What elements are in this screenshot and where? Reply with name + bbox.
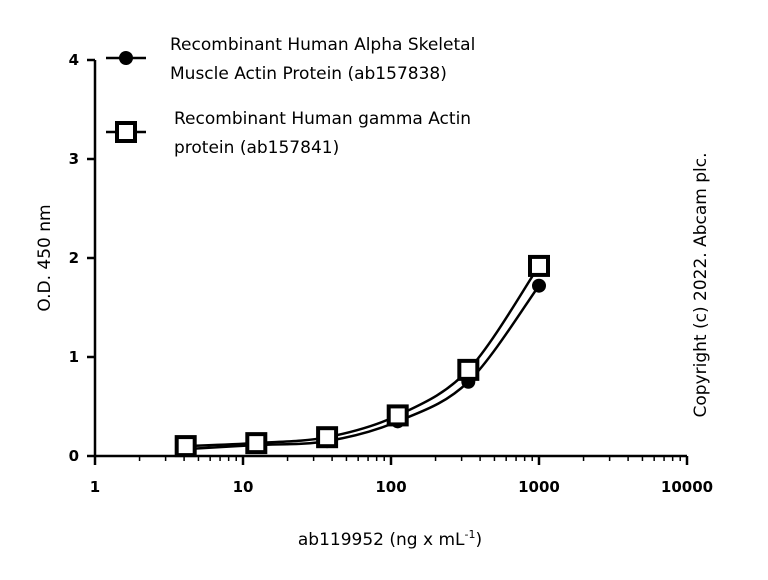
y-tick-label: 4 xyxy=(69,51,79,69)
y-axis-title: O.D. 450 nm xyxy=(35,204,55,311)
x-tick-label: 1 xyxy=(90,478,100,496)
data-point xyxy=(386,404,409,427)
y-tick-label: 0 xyxy=(69,447,79,465)
x-axis-title-main: ab119952 (ng x mL xyxy=(298,530,465,550)
y-tick-label: 1 xyxy=(69,348,79,366)
legend-marker xyxy=(115,121,137,143)
legend-label: protein (ab157841) xyxy=(174,138,339,158)
y-tick-label: 2 xyxy=(69,249,79,267)
x-axis-title-superscript: -1 xyxy=(465,528,476,541)
x-tick-label: 100 xyxy=(375,478,406,496)
data-point xyxy=(457,358,480,381)
data-point xyxy=(174,435,197,458)
x-axis-title-suffix: ) xyxy=(475,530,482,550)
legend-label: Muscle Actin Protein (ab157838) xyxy=(170,64,447,84)
x-tick-label: 1000 xyxy=(518,478,560,496)
x-axis-title: ab119952 (ng x mL-1) xyxy=(298,528,482,550)
fit-curves xyxy=(185,265,541,451)
data-point xyxy=(245,432,268,455)
data-point xyxy=(532,278,546,293)
data-point xyxy=(316,426,339,449)
copyright-notice: Copyright (c) 2022. Abcam plc. xyxy=(691,153,711,418)
x-tick-label: 10 xyxy=(233,478,254,496)
fit-curve xyxy=(185,265,541,448)
y-tick-label: 3 xyxy=(69,150,79,168)
data-points xyxy=(174,254,550,458)
x-tick-label: 10000 xyxy=(661,478,713,496)
legend-label: Recombinant Human Alpha Skeletal xyxy=(170,35,475,55)
legend-label: Recombinant Human gamma Actin xyxy=(174,109,471,129)
data-point xyxy=(528,254,550,277)
legend-marker xyxy=(119,51,133,65)
legend: Recombinant Human Alpha Skeletal Muscle A… xyxy=(106,35,475,158)
fit-curve xyxy=(185,284,541,451)
